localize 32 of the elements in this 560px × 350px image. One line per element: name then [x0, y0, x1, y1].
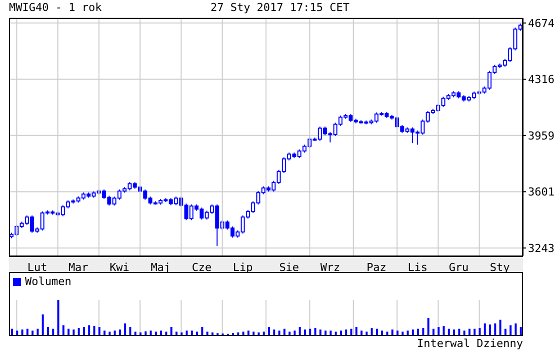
x-tick-label: Gru: [448, 260, 469, 274]
x-tick-label: Kwi: [110, 260, 130, 274]
bar: [499, 320, 502, 336]
x-tick-label: Paz: [366, 260, 386, 274]
bar: [124, 323, 126, 336]
chart-title: MWIG40 - 1 rok: [9, 1, 102, 14]
text: Interwal Dzienny: [417, 337, 523, 350]
bar: [427, 318, 430, 336]
bar: [514, 323, 517, 336]
chart-subtitle: 27 Sty 2017 17:15 CET: [210, 1, 350, 14]
y-tick-label: 3243: [528, 242, 554, 255]
legend-label: Wolumen: [25, 275, 72, 288]
x-tick-label: Lut: [27, 260, 48, 274]
bar: [42, 314, 44, 336]
x-tick-label: Wrz: [320, 260, 340, 274]
bar: [88, 325, 90, 336]
x-tick-label: Mar: [68, 260, 89, 274]
y-tick-label: 3601: [528, 186, 554, 199]
x-tick-label: Lis: [408, 260, 428, 274]
bar: [62, 325, 64, 336]
x-tick-label: Cze: [192, 260, 212, 274]
y-tick-label: 3959: [528, 129, 554, 142]
y-tick-label: 4674: [528, 16, 555, 30]
y-tick-label: 4316: [528, 73, 554, 86]
bar: [494, 323, 496, 336]
bar: [484, 323, 486, 336]
x-tick-label: Lip: [232, 260, 253, 274]
bar: [489, 324, 492, 336]
x-tick-label: Maj: [150, 260, 171, 274]
bar: [510, 325, 512, 336]
x-tick-label: Sty: [490, 260, 510, 274]
x-tick-label: Sie: [279, 260, 300, 274]
